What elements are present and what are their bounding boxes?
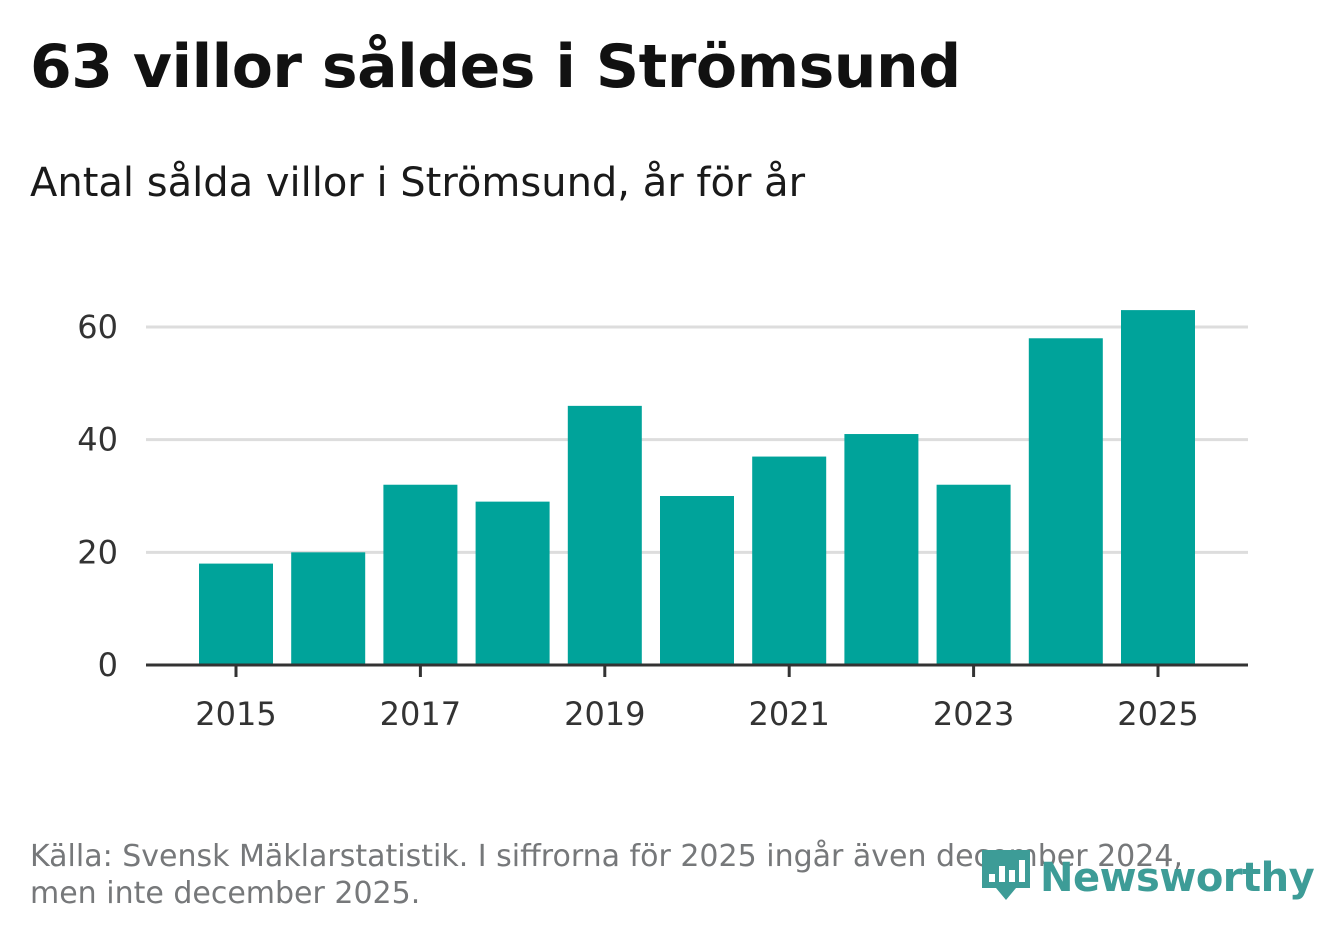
- x-tick-label: 2015: [195, 695, 276, 733]
- bar-2024: [1029, 338, 1103, 665]
- bars: [199, 310, 1195, 665]
- bar-2023: [937, 485, 1011, 665]
- bar-2025: [1121, 310, 1195, 665]
- y-tick-label: 0: [98, 646, 118, 684]
- newsworthy-logo-icon: [980, 846, 1032, 910]
- bar-2019: [568, 406, 642, 665]
- bar-2015: [199, 564, 273, 665]
- bar-2016: [291, 552, 365, 665]
- x-tick-label: 2017: [380, 695, 461, 733]
- y-tick-label: 40: [77, 421, 118, 459]
- bar-2018: [476, 502, 550, 665]
- bar-2021: [752, 457, 826, 665]
- bar-2017: [383, 485, 457, 665]
- bar-chart: 0 20 40 60 2015 2017 2019 2021 2023 2025: [0, 0, 1322, 800]
- x-tick-label: 2019: [564, 695, 645, 733]
- bar-2020: [660, 496, 734, 665]
- y-tick-label: 60: [77, 308, 118, 346]
- newsworthy-logo: Newsworthy: [980, 846, 1314, 910]
- logo-text: Newsworthy: [1040, 855, 1314, 901]
- x-tick-label: 2021: [748, 695, 829, 733]
- bar-2022: [844, 434, 918, 665]
- x-tick-label: 2025: [1117, 695, 1198, 733]
- y-tick-label: 20: [77, 533, 118, 571]
- x-tick-label: 2023: [933, 695, 1014, 733]
